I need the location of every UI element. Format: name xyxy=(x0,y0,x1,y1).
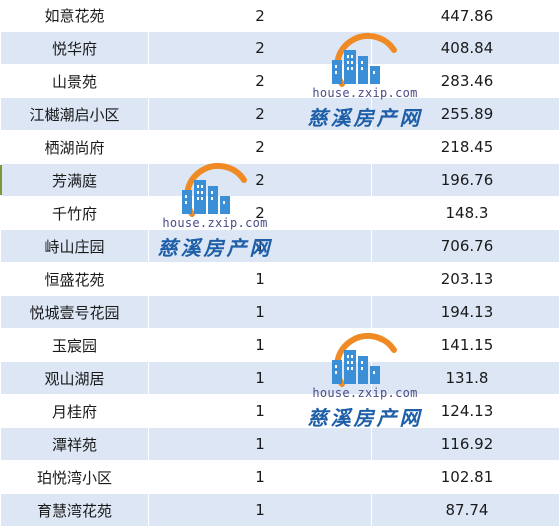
community-name: 如意花苑 xyxy=(1,0,149,32)
community-name: 悦华府 xyxy=(1,32,149,65)
listing-count: 1 xyxy=(149,296,372,329)
price-value: 706.76 xyxy=(372,230,559,263)
table-row: 山景苑 2 283.46 xyxy=(1,65,559,98)
table-row: 千竹府 2 148.3 xyxy=(1,197,559,230)
price-value: 141.15 xyxy=(372,329,559,362)
price-value: 87.74 xyxy=(372,494,559,527)
price-value: 283.46 xyxy=(372,65,559,98)
listing-count: 2 xyxy=(149,65,372,98)
listing-count: 1 xyxy=(149,428,372,461)
community-name: 玉宸园 xyxy=(1,329,149,362)
table-row: 观山湖居 1 131.8 xyxy=(1,362,559,395)
price-value: 102.81 xyxy=(372,461,559,494)
price-value: 218.45 xyxy=(372,131,559,164)
price-value: 124.13 xyxy=(372,395,559,428)
listing-count: 2 xyxy=(149,197,372,230)
table-row: 恒盛花苑 1 203.13 xyxy=(1,263,559,296)
community-name: 栖湖尚府 xyxy=(1,131,149,164)
community-name: 恒盛花苑 xyxy=(1,263,149,296)
community-name: 芳满庭 xyxy=(1,164,149,197)
community-name: 悦城壹号花园 xyxy=(1,296,149,329)
price-value: 196.76 xyxy=(372,164,559,197)
listing-count: 1 xyxy=(149,362,372,395)
table-row: 玉宸园 1 141.15 xyxy=(1,329,559,362)
price-value: 194.13 xyxy=(372,296,559,329)
community-name: 江樾潮启小区 xyxy=(1,98,149,131)
price-value: 203.13 xyxy=(372,263,559,296)
table-row: 潭祥苑 1 116.92 xyxy=(1,428,559,461)
table-row: 珀悦湾小区 1 102.81 xyxy=(1,461,559,494)
listing-count: 1 xyxy=(149,329,372,362)
listing-count: 1 xyxy=(149,494,372,527)
price-value: 255.89 xyxy=(372,98,559,131)
table-row: 育慧湾花苑 1 87.74 xyxy=(1,494,559,527)
price-value: 408.84 xyxy=(372,32,559,65)
community-name: 峙山庄园 xyxy=(1,230,149,263)
listing-count: 2 xyxy=(149,0,372,32)
price-value: 447.86 xyxy=(372,0,559,32)
listing-count: 1 xyxy=(149,395,372,428)
listing-count: 2 xyxy=(149,98,372,131)
price-value: 116.92 xyxy=(372,428,559,461)
listing-count: 1 xyxy=(149,461,372,494)
table-row: 悦华府 2 408.84 xyxy=(1,32,559,65)
row-edge-marker xyxy=(0,165,2,195)
community-name: 月桂府 xyxy=(1,395,149,428)
listing-count: 2 xyxy=(149,164,372,197)
listing-count: 1 xyxy=(149,263,372,296)
listing-count: 2 xyxy=(149,32,372,65)
community-name: 千竹府 xyxy=(1,197,149,230)
table-row: 栖湖尚府 2 218.45 xyxy=(1,131,559,164)
table-row: 江樾潮启小区 2 255.89 xyxy=(1,98,559,131)
table-row: 芳满庭 2 196.76 xyxy=(1,164,559,197)
listing-count: 1 xyxy=(149,230,372,263)
community-name: 珀悦湾小区 xyxy=(1,461,149,494)
table-row: 悦城壹号花园 1 194.13 xyxy=(1,296,559,329)
community-name: 山景苑 xyxy=(1,65,149,98)
table-row: 月桂府 1 124.13 xyxy=(1,395,559,428)
table-row: 峙山庄园 1 706.76 xyxy=(1,230,559,263)
community-name: 育慧湾花苑 xyxy=(1,494,149,527)
community-name: 潭祥苑 xyxy=(1,428,149,461)
price-value: 131.8 xyxy=(372,362,559,395)
listing-count: 2 xyxy=(149,131,372,164)
price-value: 148.3 xyxy=(372,197,559,230)
table-row: 如意花苑 2 447.86 xyxy=(1,0,559,32)
community-name: 观山湖居 xyxy=(1,362,149,395)
